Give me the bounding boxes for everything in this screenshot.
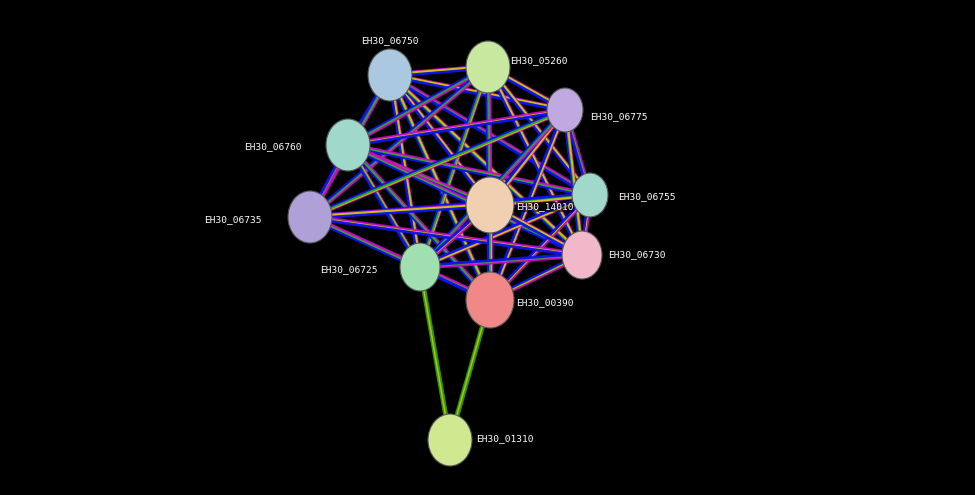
Text: EH30_05260: EH30_05260 xyxy=(510,56,567,65)
Ellipse shape xyxy=(547,88,583,132)
Ellipse shape xyxy=(562,231,602,279)
Text: EH30_06755: EH30_06755 xyxy=(618,193,676,201)
Text: EH30_06775: EH30_06775 xyxy=(590,112,647,121)
Ellipse shape xyxy=(572,173,608,217)
Ellipse shape xyxy=(400,243,440,291)
Ellipse shape xyxy=(466,41,510,93)
Text: EH30_14010: EH30_14010 xyxy=(516,202,573,211)
Ellipse shape xyxy=(466,272,514,328)
Ellipse shape xyxy=(326,119,370,171)
Ellipse shape xyxy=(466,177,514,233)
Text: EH30_06750: EH30_06750 xyxy=(362,36,418,45)
Text: EH30_06730: EH30_06730 xyxy=(608,250,666,259)
Text: EH30_06725: EH30_06725 xyxy=(321,265,378,275)
Text: EH30_06760: EH30_06760 xyxy=(245,143,302,151)
Ellipse shape xyxy=(368,49,412,101)
Ellipse shape xyxy=(428,414,472,466)
Text: EH30_06735: EH30_06735 xyxy=(205,215,262,225)
Text: EH30_00390: EH30_00390 xyxy=(516,298,573,307)
Ellipse shape xyxy=(288,191,332,243)
Text: EH30_01310: EH30_01310 xyxy=(476,434,533,443)
